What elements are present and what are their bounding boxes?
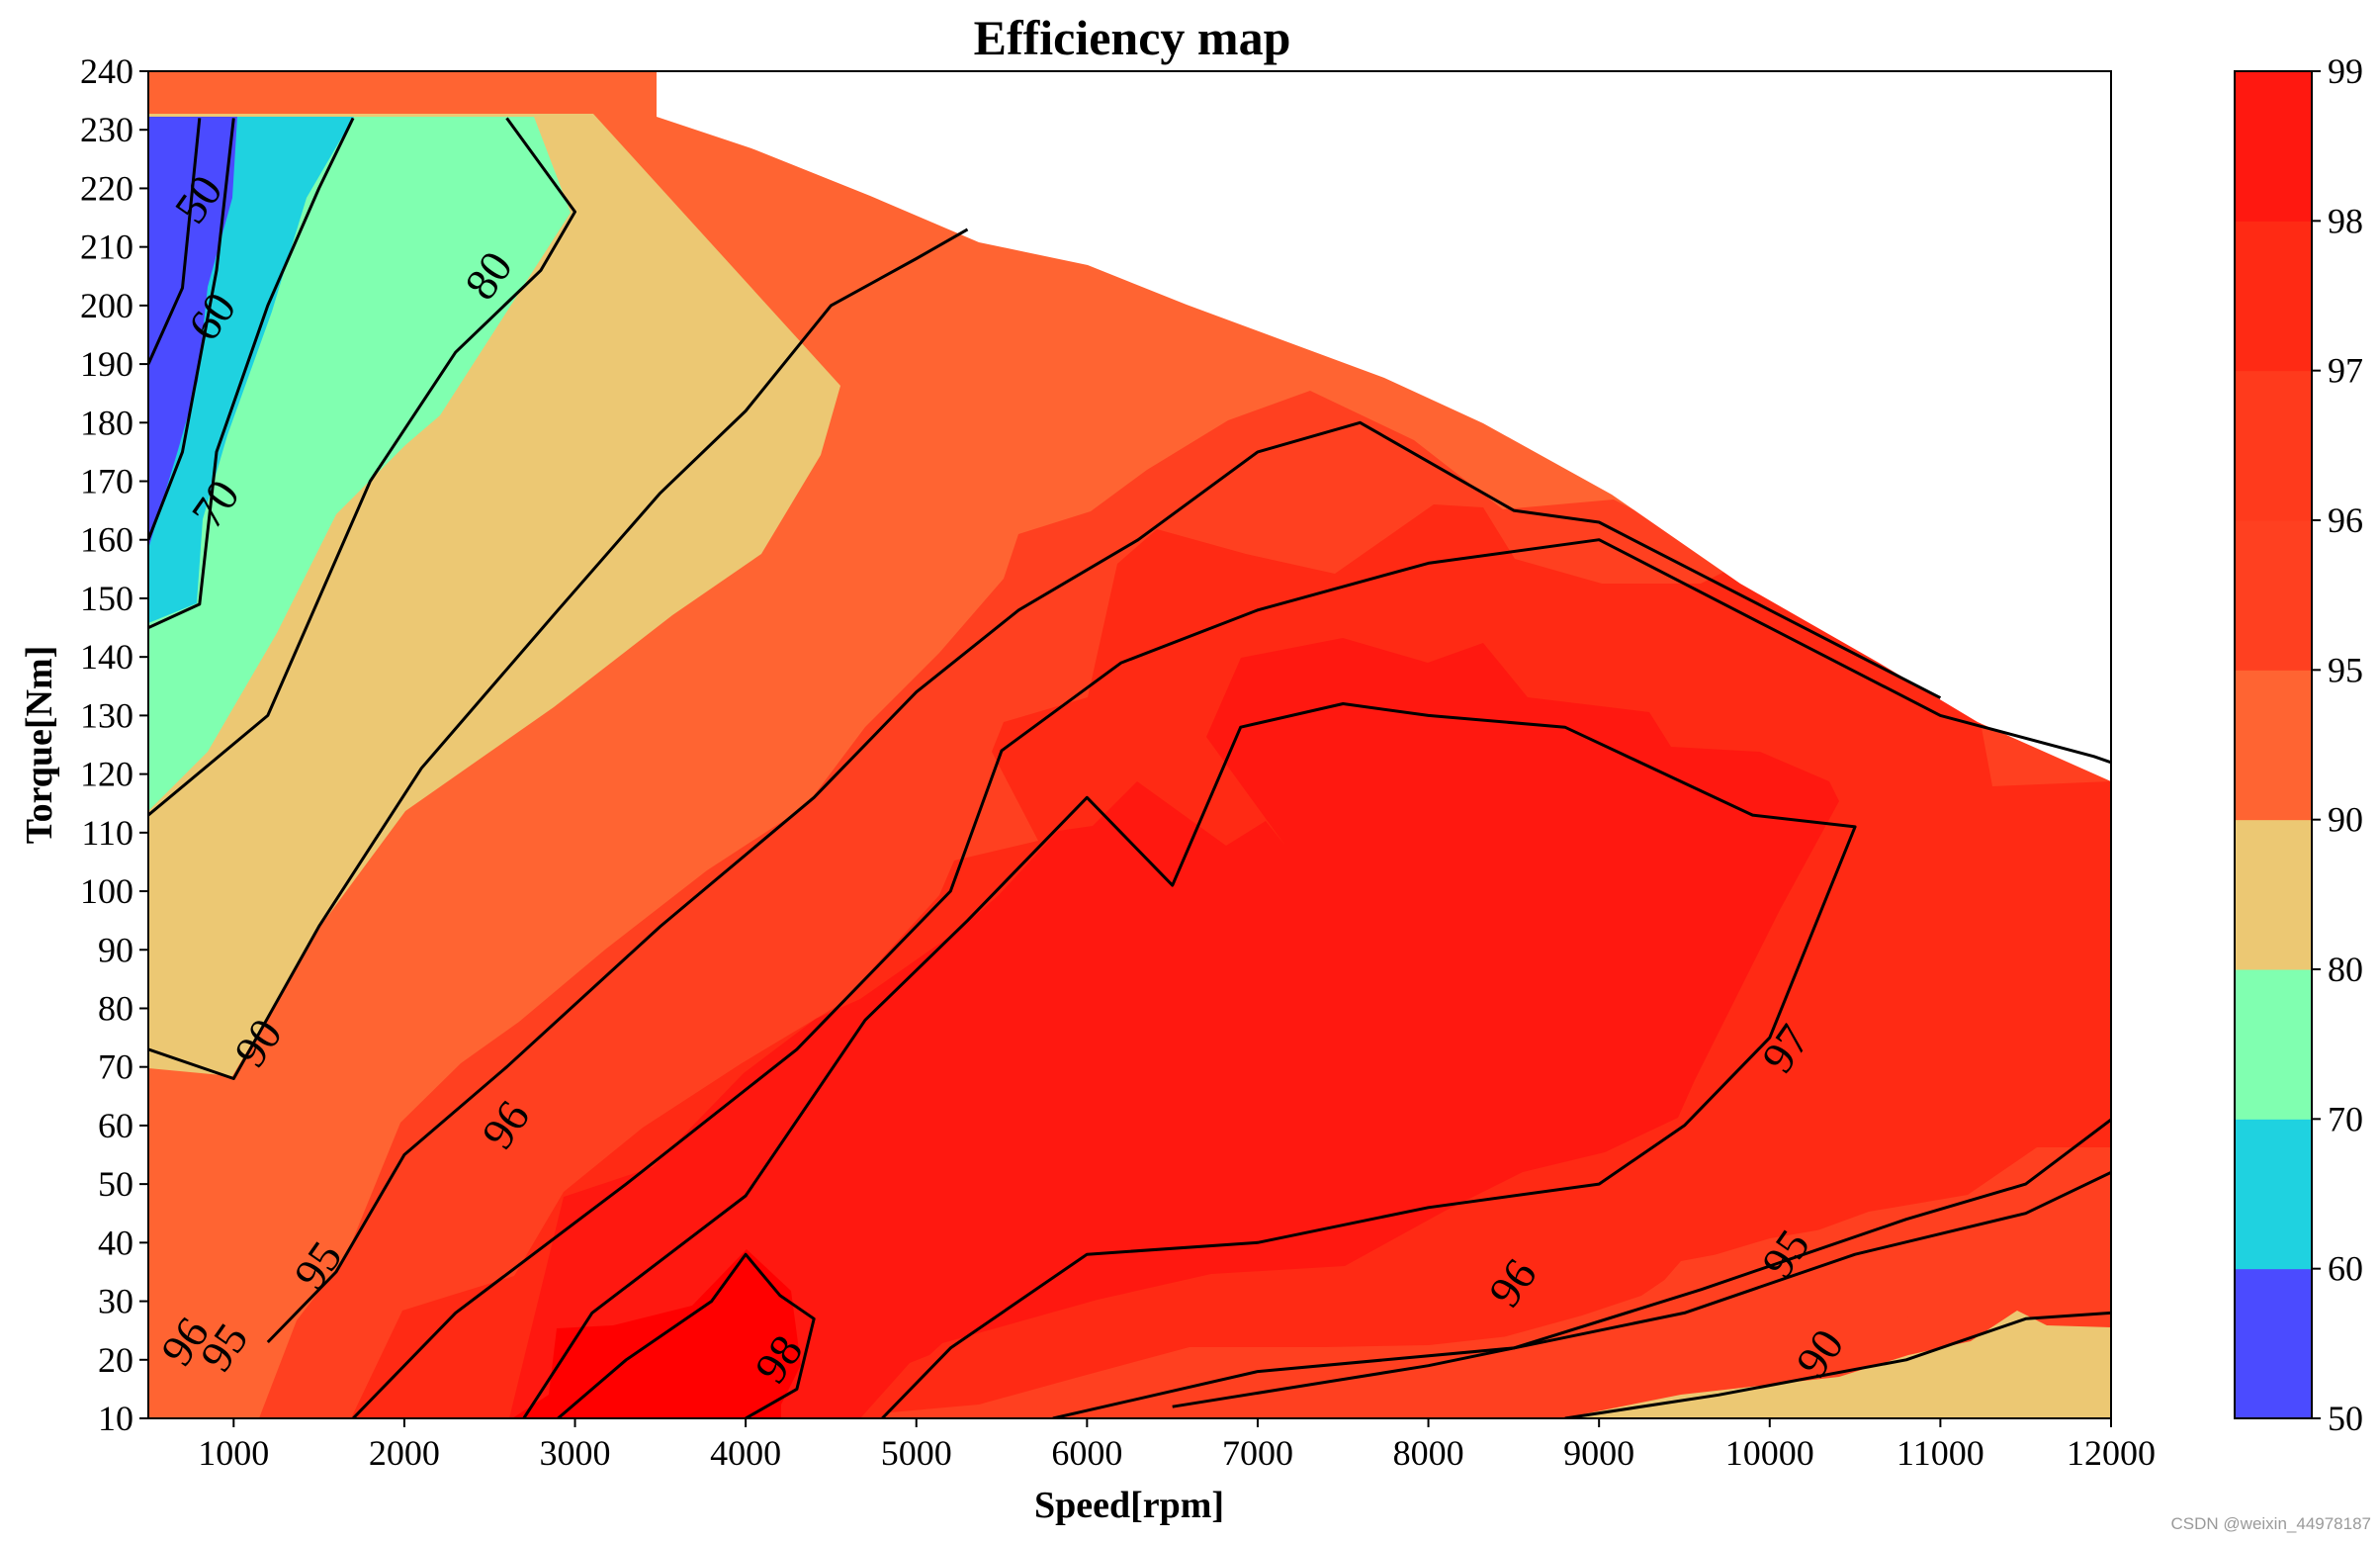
chart-title: Efficiency map xyxy=(974,10,1291,65)
y-tick-label: 190 xyxy=(80,344,133,384)
y-tick-label: 100 xyxy=(80,871,133,911)
colorbar-segment xyxy=(2235,819,2312,970)
contour-fill-layer xyxy=(148,71,2111,1418)
x-tick-label: 7000 xyxy=(1222,1433,1293,1473)
x-tick-label: 10000 xyxy=(1725,1433,1814,1473)
contour-line-90 xyxy=(1564,1311,2111,1418)
colorbar: 50 60 70 80 90 95 96 97 98 99 xyxy=(2234,51,2363,1438)
colorbar-segment xyxy=(2235,670,2312,821)
x-axis-ticks: 1000 2000 3000 4000 5000 6000 7000 8000 9000 1000… xyxy=(198,1418,2156,1473)
colorbar-segment xyxy=(2235,969,2312,1120)
x-tick-label: 8000 xyxy=(1393,1433,1464,1473)
y-tick-label: 70 xyxy=(98,1047,133,1087)
colorbar-tick-label: 99 xyxy=(2328,51,2363,91)
region-fill-98-99 xyxy=(512,1249,801,1418)
y-tick-label: 130 xyxy=(80,695,133,735)
contour-line-95 xyxy=(1172,1170,2111,1408)
y-tick-label: 210 xyxy=(80,227,133,267)
y-tick-label: 230 xyxy=(80,110,133,149)
contour-line-50 xyxy=(148,118,202,365)
colorbar-tick-label: 90 xyxy=(2328,800,2363,840)
y-tick-label: 150 xyxy=(80,579,133,618)
y-tick-label: 120 xyxy=(80,755,133,794)
contour-line-80 xyxy=(148,117,576,817)
contour-line-96 xyxy=(352,538,2111,1418)
contour-line-layer xyxy=(148,117,2111,1418)
region-fill-95-96-lowerright xyxy=(989,1185,2111,1418)
contour-line-60 xyxy=(148,118,235,541)
y-tick-label: 90 xyxy=(98,930,133,969)
contour-line-96 xyxy=(1052,1118,2111,1418)
x-tick-label: 9000 xyxy=(1563,1433,1634,1473)
y-tick-label: 10 xyxy=(98,1399,133,1438)
contour-line-98 xyxy=(557,1252,816,1418)
colorbar-tick-label: 80 xyxy=(2328,950,2363,989)
watermark: CSDN @weixin_44978187 xyxy=(2171,1514,2371,1533)
contour-line-97 xyxy=(522,702,1857,1418)
y-tick-label: 140 xyxy=(80,637,133,677)
y-tick-label: 160 xyxy=(80,520,133,560)
y-tick-label: 50 xyxy=(98,1164,133,1204)
x-tick-label: 2000 xyxy=(369,1433,440,1473)
y-tick-label: 60 xyxy=(98,1106,133,1145)
contour-line-90 xyxy=(148,227,969,1080)
colorbar-segment xyxy=(2235,520,2312,671)
y-tick-label: 170 xyxy=(80,462,133,501)
y-tick-label: 40 xyxy=(98,1223,133,1262)
region-fill-80-90-lowerright xyxy=(1562,1311,2111,1418)
colorbar-segment xyxy=(2235,370,2312,521)
y-axis-label: Torque[Nm] xyxy=(19,646,60,845)
contour-line-70 xyxy=(148,117,355,629)
contour-line-95 xyxy=(266,420,1942,1344)
colorbar-tick-label: 96 xyxy=(2328,500,2363,540)
x-tick-label: 3000 xyxy=(540,1433,611,1473)
y-tick-label: 20 xyxy=(98,1340,133,1380)
colorbar-segment xyxy=(2235,71,2312,222)
colorbar-tick-label: 50 xyxy=(2328,1399,2363,1438)
colorbar-tick-label: 95 xyxy=(2328,650,2363,689)
colorbar-tick-label: 60 xyxy=(2328,1249,2363,1289)
y-axis-ticks: 10 20 30 40 50 60 70 80 90 100 110 120 130 140 150 160 1… xyxy=(80,51,148,1438)
colorbar-frame xyxy=(2234,70,2313,1419)
x-axis-label: Speed[rpm] xyxy=(1034,1485,1224,1526)
y-tick-label: 180 xyxy=(80,403,133,442)
colorbar-tick-label: 97 xyxy=(2328,351,2363,391)
region-fill-97-98 xyxy=(509,638,1839,1418)
y-tick-label: 110 xyxy=(81,813,133,853)
x-tick-label: 12000 xyxy=(2067,1433,2156,1473)
colorbar-segment xyxy=(2235,1119,2312,1270)
y-tick-label: 220 xyxy=(80,168,133,208)
colorbar-tick-label: 98 xyxy=(2328,201,2363,240)
y-tick-label: 200 xyxy=(80,286,133,325)
region-fill-above-envelope xyxy=(657,71,2111,781)
x-tick-label: 11000 xyxy=(1896,1433,1984,1473)
y-tick-label: 240 xyxy=(80,51,133,91)
colorbar-segment xyxy=(2235,221,2312,372)
x-tick-label: 1000 xyxy=(198,1433,269,1473)
x-tick-label: 5000 xyxy=(881,1433,952,1473)
x-tick-label: 6000 xyxy=(1051,1433,1122,1473)
y-tick-label: 30 xyxy=(98,1282,133,1321)
colorbar-tick-label: 70 xyxy=(2328,1099,2363,1138)
y-tick-label: 80 xyxy=(98,988,133,1028)
colorbar-segment xyxy=(2235,1268,2312,1419)
region-fill-50-60 xyxy=(148,117,237,549)
x-tick-label: 4000 xyxy=(710,1433,781,1473)
plot-frame xyxy=(147,70,2112,1419)
